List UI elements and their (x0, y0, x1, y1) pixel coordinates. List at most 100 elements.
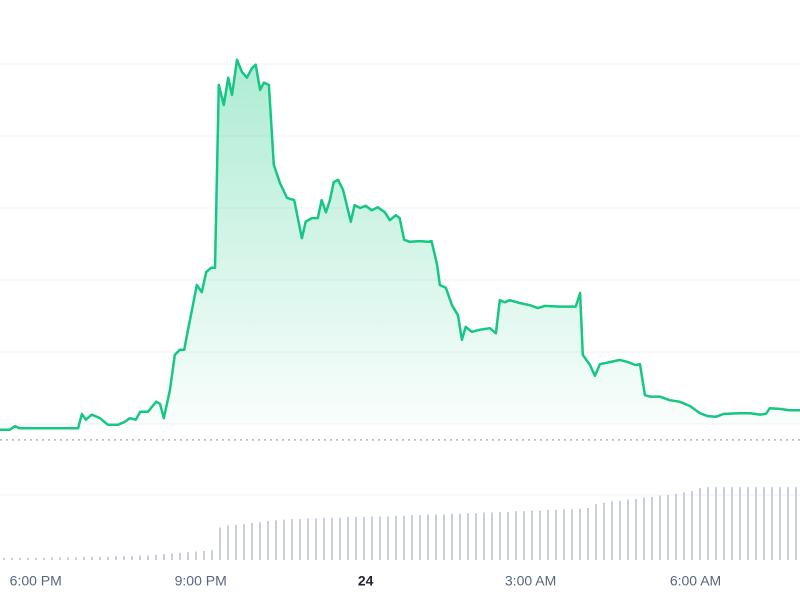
x-tick-label: 9:00 PM (175, 573, 227, 589)
volume-bar (459, 513, 461, 560)
volume-bar (339, 517, 341, 560)
volume-bar (795, 487, 797, 560)
volume-bar (779, 487, 781, 560)
volume-bar (219, 527, 221, 560)
volume-bar (579, 508, 581, 560)
volume-bar (555, 509, 557, 560)
volume-bar (483, 512, 485, 560)
volume-bar (331, 517, 333, 560)
volume-bar (307, 518, 309, 560)
x-tick-label: 6:00 PM (10, 573, 62, 589)
volume-bar (451, 513, 453, 560)
volume-bar (283, 519, 285, 560)
price-area (0, 59, 800, 430)
volume-bar (251, 522, 253, 560)
volume-bar (699, 487, 701, 560)
volume-bar (739, 487, 741, 560)
volume-bar (603, 502, 605, 560)
volume-bar (179, 552, 181, 560)
volume-bar (163, 554, 165, 560)
volume-bar (707, 487, 709, 560)
volume-bar (787, 487, 789, 560)
volume-bar (315, 518, 317, 560)
volume-bar (531, 510, 533, 560)
volume-bar (211, 550, 213, 560)
x-tick-label: 3:00 AM (505, 573, 556, 589)
volume-bar (51, 557, 53, 560)
volume-bar (611, 501, 613, 560)
volume-bar (619, 500, 621, 560)
volume-bar (723, 487, 725, 560)
volume-bar (515, 511, 517, 560)
volume-bar (763, 487, 765, 560)
volume-bar (19, 558, 21, 560)
volume-bar (291, 519, 293, 560)
volume-bar (171, 553, 173, 560)
price-line (0, 58, 800, 432)
volume-bar (443, 514, 445, 560)
volume-bar (243, 524, 245, 560)
volume-bar (371, 516, 373, 560)
volume-bar (627, 499, 629, 560)
volume-bar (43, 558, 45, 560)
volume-bar (691, 491, 693, 560)
volume-bar (203, 550, 205, 560)
volume-bar (35, 558, 37, 560)
volume-bar (643, 497, 645, 560)
volume-bar (91, 556, 93, 560)
volume-bar (467, 513, 469, 560)
volume-bar (411, 515, 413, 560)
volume-bar (275, 520, 277, 560)
volume-bar (523, 511, 525, 560)
volume-bar (99, 556, 101, 560)
volume-bar (147, 555, 149, 560)
volume-bar (155, 554, 157, 560)
volume-bar (347, 517, 349, 560)
volume-bar (595, 504, 597, 560)
volume-bar (363, 517, 365, 560)
volume-bar (651, 496, 653, 560)
volume-bar (659, 495, 661, 560)
volume-bar (267, 521, 269, 560)
volume-bar (75, 557, 77, 560)
volume-bar (419, 515, 421, 560)
volume-bar (131, 556, 133, 560)
volume-bar (259, 522, 261, 560)
volume-bar (235, 524, 237, 560)
volume-bar (491, 512, 493, 560)
volume-bar (635, 498, 637, 560)
volume-bar (683, 492, 685, 560)
volume-bar (227, 525, 229, 560)
volume-bar (403, 515, 405, 560)
volume-bar (395, 515, 397, 560)
volume-bar (475, 513, 477, 560)
x-tick-label: 6:00 AM (670, 573, 721, 589)
volume-bar (571, 509, 573, 560)
volume-bar (27, 558, 29, 560)
volume-bar (323, 517, 325, 560)
volume-bar (715, 487, 717, 560)
volume-bar (11, 558, 13, 560)
volume-bar (747, 487, 749, 560)
volume-bar (499, 511, 501, 560)
volume-bar (539, 510, 541, 560)
volume-bar (675, 493, 677, 560)
volume-bar (547, 509, 549, 560)
volume-bar (355, 517, 357, 560)
volume-bar (507, 511, 509, 560)
volume-bar (731, 487, 733, 560)
volume-bar (3, 558, 5, 560)
volume-bar (771, 487, 773, 560)
volume-bar (67, 557, 69, 560)
volume-bar (299, 519, 301, 560)
volume-bar (107, 556, 109, 560)
volume-bar (755, 487, 757, 560)
volume-bar (387, 516, 389, 560)
volume-bar (195, 551, 197, 560)
volume-bar (563, 509, 565, 560)
volume-bar (427, 514, 429, 560)
volume-bar (139, 555, 141, 560)
volume-bar (123, 556, 125, 560)
